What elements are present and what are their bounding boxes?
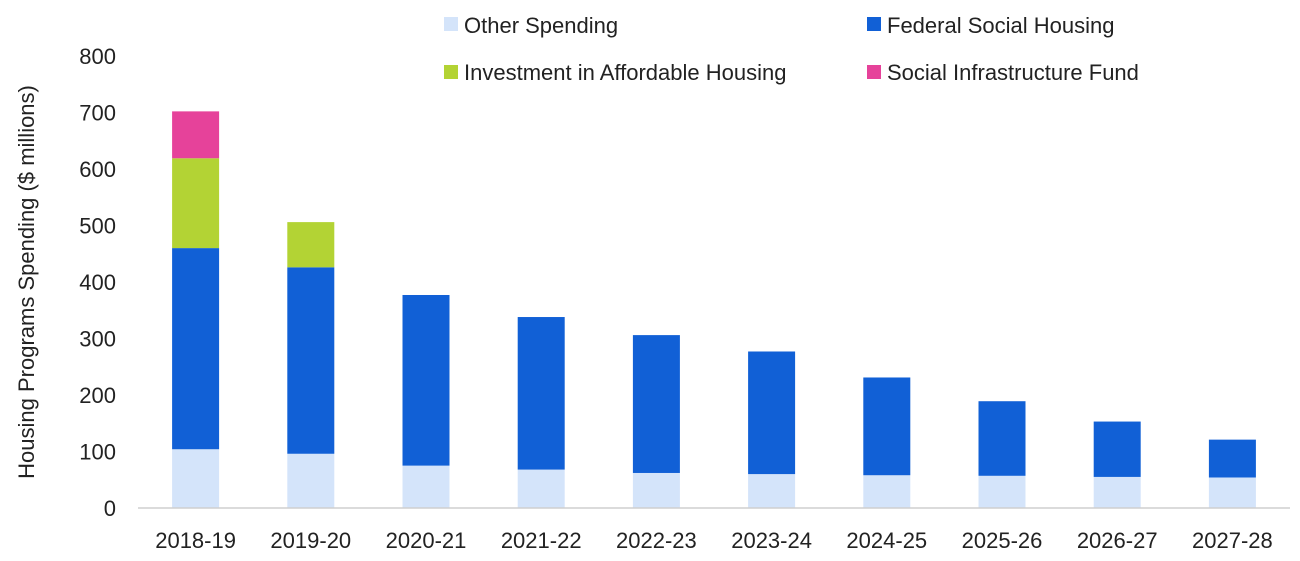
bar-segment [1208,439,1256,478]
bar-segment [1093,421,1141,477]
x-tick-label: 2026-27 [1077,528,1158,553]
y-tick-label: 400 [79,270,116,295]
x-tick-label: 2023-24 [731,528,812,553]
bar-segment [863,475,911,508]
x-tick-label: 2018-19 [155,528,236,553]
bar-segment [1093,476,1141,508]
bar-segment [748,474,796,508]
bar-segment [517,469,565,508]
legend-swatch-federal-social-housing [867,17,881,31]
y-tick-label: 700 [79,101,116,126]
y-tick-label: 200 [79,383,116,408]
bar-segment [978,475,1026,508]
bar-segment [172,111,220,159]
legend-swatch-social-infrastructure-fund [867,65,881,79]
y-axis-ticks: 0 100 200 300 400 500 600 700 800 [79,44,116,521]
bar-segment [287,453,335,508]
y-axis-label: Housing Programs Spending ($ millions) [14,85,39,479]
bar-segment [172,248,220,450]
bar-segment [863,377,911,476]
x-tick-label: 2019-20 [270,528,351,553]
legend-swatch-investment-affordable-housing [444,65,458,79]
legend-label-federal-social-housing: Federal Social Housing [887,13,1114,38]
x-tick-label: 2025-26 [962,528,1043,553]
legend-label-other-spending: Other Spending [464,13,618,38]
bar-segment [402,294,450,466]
y-tick-label: 500 [79,214,116,239]
y-tick-label: 0 [104,496,116,521]
bar-segment [402,465,450,508]
bar-segment [632,472,680,508]
x-axis-ticks: 2018-19 2019-20 2020-21 2021-22 2022-23 2023-… [155,528,1273,553]
bars [172,111,1256,508]
x-tick-label: 2020-21 [386,528,467,553]
bar-segment [287,222,335,268]
bar-segment [287,267,335,454]
legend-swatch-other-spending [444,17,458,31]
bar-segment [978,401,1026,476]
y-tick-label: 300 [79,327,116,352]
bar-segment [172,449,220,508]
x-tick-label: 2027-28 [1192,528,1273,553]
y-tick-label: 600 [79,157,116,182]
legend: Other Spending Federal Social Housing In… [444,13,1139,85]
bar-segment [748,351,796,475]
y-tick-label: 100 [79,440,116,465]
bar-segment [632,335,680,473]
x-tick-label: 2022-23 [616,528,697,553]
bar-segment [1208,477,1256,508]
bar-segment [172,158,220,249]
legend-label-social-infrastructure-fund: Social Infrastructure Fund [887,60,1139,85]
y-tick-label: 800 [79,44,116,69]
legend-label-investment-affordable-housing: Investment in Affordable Housing [464,60,786,85]
bar-segment [517,317,565,470]
x-tick-label: 2024-25 [846,528,927,553]
x-tick-label: 2021-22 [501,528,582,553]
